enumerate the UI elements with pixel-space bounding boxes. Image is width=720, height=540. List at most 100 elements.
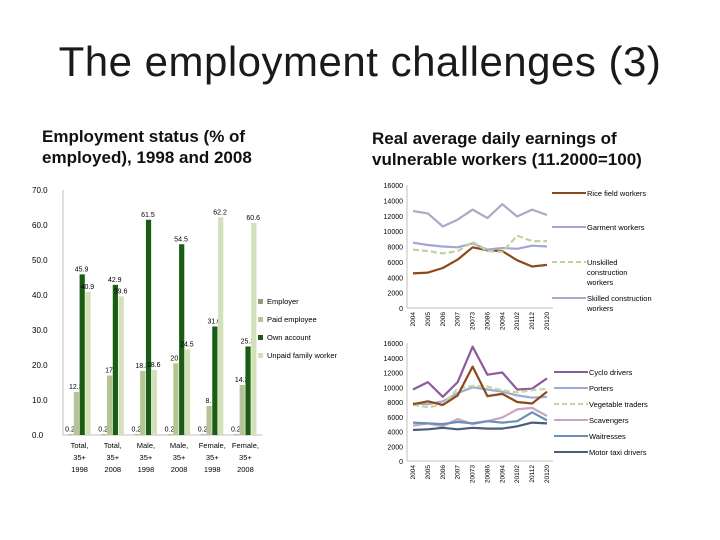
bar	[145, 219, 152, 435]
bar	[218, 217, 224, 435]
y-tick-label: 4000	[387, 275, 403, 282]
data-label: 20.	[170, 355, 180, 362]
legend-label: Unskilled	[587, 258, 617, 267]
bar	[179, 244, 185, 435]
bar	[68, 434, 74, 435]
slide-title: The employment challenges (3)	[58, 38, 662, 85]
legend-label: Scavengers	[589, 416, 629, 425]
x-tick-label: 1998	[138, 465, 155, 474]
y-tick-label: 16000	[384, 341, 404, 348]
data-label: 18.3	[135, 363, 149, 370]
legend-swatch	[258, 299, 263, 304]
x-tick-label: 20094	[499, 312, 506, 330]
legend-label: Unpaid family worker	[267, 351, 338, 360]
bar	[251, 222, 257, 435]
legend-label: Rice field workers	[587, 189, 646, 198]
y-tick-label: 50.0	[32, 256, 48, 265]
bar	[173, 363, 179, 435]
legend-swatch	[258, 353, 263, 358]
data-label: 60.6	[246, 215, 260, 222]
series-line	[412, 411, 548, 426]
bar	[233, 434, 240, 435]
series-line	[412, 246, 548, 275]
data-label: 42.9	[108, 277, 122, 284]
y-tick-label: 10000	[384, 229, 404, 236]
bar	[184, 349, 191, 435]
bar	[245, 346, 251, 435]
x-tick-label: 35+	[206, 453, 219, 462]
y-tick-label: 16000	[384, 183, 404, 190]
x-tick-label: 20073	[470, 465, 477, 483]
legend-label: Waitresses	[589, 432, 626, 441]
legend-label: Porters	[589, 384, 613, 393]
x-tick-label: 2007	[455, 465, 462, 480]
y-tick-label: 2000	[387, 444, 403, 451]
y-tick-label: 40.0	[32, 291, 48, 300]
x-tick-label: 1998	[71, 465, 88, 474]
series-line	[412, 234, 547, 255]
x-tick-label: 2004	[410, 312, 417, 327]
bar	[140, 370, 146, 435]
x-tick-label: 2004	[410, 465, 417, 480]
x-tick-label: 35+	[239, 453, 252, 462]
y-tick-label: 10000	[384, 385, 404, 392]
data-label: 0.2	[98, 426, 108, 433]
legend-label: Own account	[267, 333, 312, 342]
data-label: 8.	[206, 398, 212, 405]
y-tick-label: 60.0	[32, 221, 48, 230]
bar	[106, 375, 113, 435]
bar	[79, 274, 85, 435]
data-label: 39.6	[114, 288, 128, 295]
y-tick-label: 8000	[387, 400, 403, 407]
bar	[151, 369, 157, 435]
x-tick-label: 20112	[529, 312, 536, 330]
x-tick-label: 35+	[140, 453, 153, 462]
y-tick-label: 30.0	[32, 326, 48, 335]
data-label: 61.5	[141, 212, 155, 219]
y-tick-label: 70.0	[32, 186, 48, 195]
y-tick-label: 20.0	[32, 361, 48, 370]
legend-label: Motor taxi drivers	[589, 448, 647, 457]
legend-swatch	[258, 335, 263, 340]
legend-label: Garment workers	[587, 223, 645, 232]
x-tick-label: 2007	[455, 312, 462, 327]
data-label: 31.0	[207, 319, 221, 326]
y-tick-label: 0	[399, 459, 403, 466]
data-label: 17	[105, 368, 113, 375]
data-label: 0.2	[131, 426, 141, 433]
bar	[200, 434, 206, 435]
bar	[206, 405, 212, 435]
x-tick-label: Female,	[232, 441, 259, 450]
data-label: 0.2	[198, 426, 208, 433]
series-line	[412, 203, 548, 228]
x-tick-label: 20102	[514, 465, 521, 483]
legend-swatch	[258, 317, 263, 322]
data-label: 0.2	[165, 426, 175, 433]
series-line	[412, 345, 548, 398]
data-label: 14.3	[235, 377, 249, 384]
bar	[212, 326, 218, 435]
data-label: 12.3	[69, 384, 83, 391]
y-tick-label: 12000	[384, 371, 404, 378]
x-tick-label: 20120	[544, 312, 551, 330]
data-label: 54.5	[174, 236, 188, 243]
employment-status-heading: Employment status (% of employed), 1998 …	[42, 127, 252, 167]
y-tick-label: 2000	[387, 291, 403, 298]
x-tick-label: Female,	[199, 441, 226, 450]
bar	[85, 291, 91, 435]
legend-label: Paid employee	[267, 315, 317, 324]
legend-label: workers	[586, 278, 614, 287]
x-tick-label: 20073	[470, 312, 477, 330]
legend-label: Skilled construction	[587, 294, 652, 303]
legend-label: Vegetable traders	[589, 400, 648, 409]
y-tick-label: 8000	[387, 245, 403, 252]
y-tick-label: 6000	[387, 260, 403, 267]
legend-label: construction	[587, 268, 627, 277]
y-tick-label: 0	[399, 306, 403, 313]
x-tick-label: 2005	[425, 465, 432, 480]
data-label: 0.2	[65, 426, 75, 433]
series-line	[412, 241, 548, 251]
bar	[134, 434, 140, 435]
x-tick-label: 35+	[173, 453, 186, 462]
x-tick-label: Male,	[137, 441, 155, 450]
